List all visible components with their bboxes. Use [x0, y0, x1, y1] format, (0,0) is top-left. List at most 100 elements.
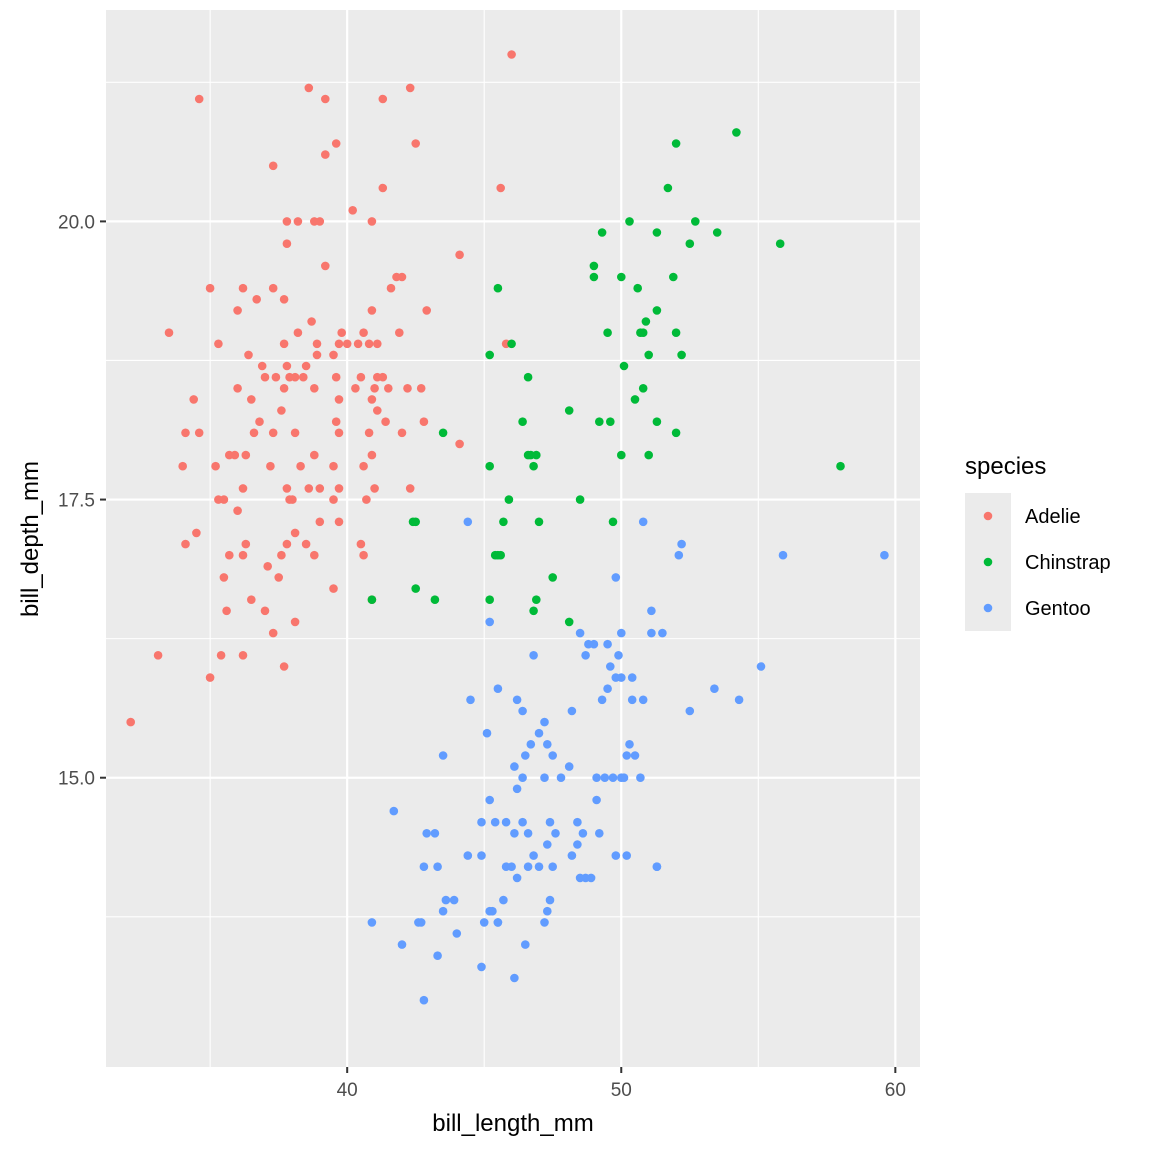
data-point [268, 628, 278, 638]
data-point [331, 139, 341, 148]
data-point [321, 94, 330, 104]
data-point [479, 918, 489, 927]
data-point [606, 662, 615, 671]
data-point [233, 306, 242, 315]
data-point [274, 573, 284, 582]
data-point [595, 417, 604, 427]
data-point [677, 539, 686, 549]
data-point [493, 283, 503, 293]
y-tick-label: 20.0 [58, 212, 95, 233]
data-point [381, 417, 390, 427]
data-point [411, 584, 421, 593]
data-point [260, 372, 270, 382]
data-point [419, 862, 429, 871]
data-point [663, 183, 673, 193]
data-point [625, 217, 634, 226]
data-point [597, 228, 607, 237]
data-point [356, 539, 366, 549]
data-point [373, 406, 382, 415]
data-point [192, 528, 201, 538]
data-point [430, 829, 440, 838]
data-point [734, 695, 744, 705]
data-point [433, 951, 442, 960]
data-point [603, 639, 612, 649]
data-point [153, 651, 163, 660]
data-point [181, 539, 190, 549]
data-point [205, 673, 215, 682]
data-point [255, 417, 264, 427]
data-point [315, 484, 325, 493]
data-point [633, 283, 642, 293]
data-point [233, 384, 242, 393]
data-point [636, 773, 645, 782]
data-point [512, 873, 522, 883]
data-point [279, 295, 289, 304]
data-point [411, 517, 421, 527]
legend-label: Gentoo [1025, 598, 1091, 620]
data-point [526, 740, 536, 749]
data-point [529, 606, 538, 616]
data-point [257, 361, 267, 371]
major-gridlines [106, 10, 920, 1067]
data-point [614, 651, 623, 660]
data-point [619, 361, 629, 371]
data-point [405, 83, 415, 93]
data-point [617, 773, 626, 782]
data-point [181, 428, 190, 438]
data-point [493, 918, 503, 927]
data-point [523, 450, 533, 460]
data-point [329, 350, 338, 360]
data-point [652, 862, 662, 871]
data-point [225, 550, 234, 560]
data-point [608, 517, 618, 527]
data-point [288, 495, 297, 504]
data-point [685, 239, 695, 248]
data-point [268, 161, 278, 171]
data-point [551, 829, 560, 838]
data-point [674, 550, 684, 560]
data-point [268, 283, 278, 293]
data-point [282, 484, 292, 493]
data-point [164, 328, 174, 338]
data-point [545, 895, 555, 905]
data-point [378, 94, 388, 104]
data-point [260, 606, 270, 616]
data-point [575, 873, 585, 883]
plot-panel [106, 10, 920, 1067]
data-point [249, 428, 259, 438]
data-point [438, 906, 448, 916]
data-point [334, 339, 344, 349]
data-point [518, 706, 527, 716]
data-point [482, 728, 492, 738]
data-point [331, 372, 341, 382]
data-point [214, 495, 223, 504]
x-tick-label: 50 [611, 1080, 632, 1101]
data-point [315, 517, 325, 527]
x-axis: 40 50 60 [337, 1067, 906, 1101]
data-point [567, 851, 577, 860]
data-point [592, 795, 601, 805]
data-point [386, 283, 396, 293]
data-point [282, 361, 292, 371]
data-point [507, 50, 516, 59]
data-point [490, 550, 500, 560]
data-point [501, 817, 511, 827]
data-point [455, 250, 464, 260]
data-point [416, 384, 426, 393]
data-point [523, 372, 533, 382]
data-point [606, 417, 615, 427]
data-point [603, 328, 612, 338]
data-point [312, 350, 322, 360]
data-point [652, 228, 662, 237]
data-point [756, 662, 766, 671]
y-axis: 15.0 17.5 20.0 [58, 212, 106, 790]
data-point [622, 851, 631, 860]
data-point [247, 595, 256, 604]
data-point [189, 395, 198, 404]
data-point [611, 851, 621, 860]
data-point [367, 217, 377, 226]
data-point [597, 695, 607, 705]
data-point [233, 506, 242, 515]
data-point [351, 384, 360, 393]
data-point [638, 695, 648, 705]
